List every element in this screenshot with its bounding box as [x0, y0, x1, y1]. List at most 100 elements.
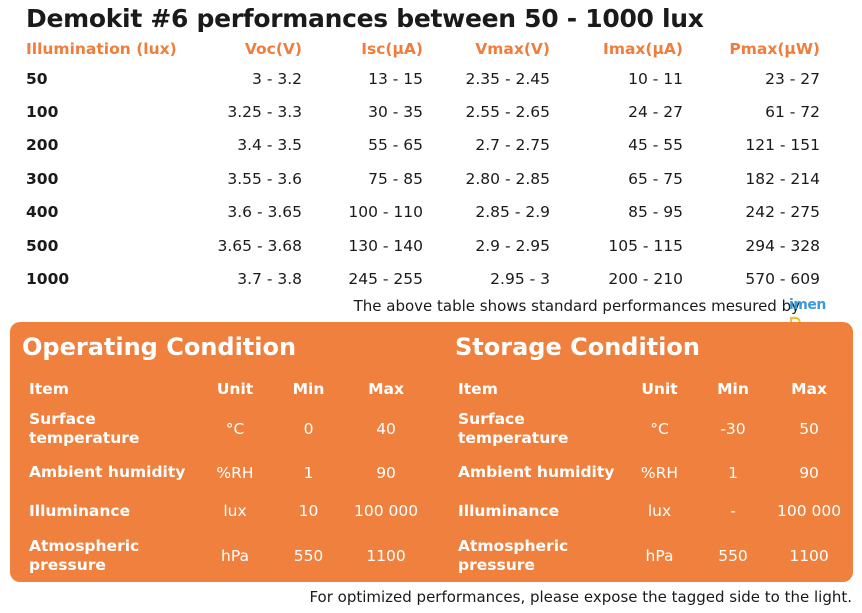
table-cell: 130 - 140: [348, 236, 423, 255]
table-header-row: Illumination (lux) Voc(V) Isc(μA) Vmax(V…: [26, 36, 820, 62]
table-row: Atmospheric pressure hPa 550 1100: [29, 531, 418, 581]
table-cell: 45 - 55: [628, 136, 683, 155]
table-cell: 182 - 214: [745, 169, 820, 188]
table-cell: 90: [376, 463, 396, 482]
table-cell: 23 - 27: [765, 69, 820, 88]
table-cell: 400: [26, 203, 59, 222]
table-cell: Ambient humidity: [29, 463, 186, 481]
footer-note: For optimized performances, please expos…: [309, 588, 852, 606]
table-cell: 30 - 35: [368, 103, 423, 122]
table-cell: Illuminance: [458, 501, 560, 520]
table-cell: 75 - 85: [368, 169, 423, 188]
table-row: 100 3.25 - 3.3 30 - 35 2.55 - 2.65 24 - …: [26, 95, 820, 128]
table-cell: 85 - 95: [628, 203, 683, 222]
table-header-row: Item Unit Min Max: [458, 374, 841, 404]
table-cell: 500: [26, 236, 59, 255]
table-cell: 121 - 151: [745, 136, 820, 155]
table-cell: 3.55 - 3.6: [227, 169, 302, 188]
table-cell: 550: [293, 547, 324, 565]
table-cell: 1: [303, 463, 314, 482]
column-header-pmax: Pmax(μW): [729, 40, 820, 58]
column-header-min: Min: [292, 380, 325, 398]
table-cell: Surface temperature: [29, 410, 140, 447]
table-row: 50 3 - 3.2 13 - 15 2.35 - 2.45 10 - 11 2…: [26, 62, 820, 95]
table-cell: Surface temperature: [458, 410, 569, 447]
table-row: 1000 3.7 - 3.8 245 - 255 2.95 - 3 200 - …: [26, 262, 820, 295]
conditions-panel: Operating Condition Item Unit Min Max Su…: [10, 322, 853, 582]
column-header-unit: Unit: [216, 380, 254, 398]
storage-condition-title: Storage Condition: [455, 333, 700, 361]
column-header-max: Max: [791, 380, 827, 398]
column-header-item: Item: [29, 380, 69, 398]
table-cell: 10 - 11: [628, 69, 683, 88]
column-header-vmax: Vmax(V): [475, 40, 550, 58]
table-cell: 2.55 - 2.65: [465, 103, 550, 122]
table-cell: 24 - 27: [628, 103, 683, 122]
page-title: Demokit #6 performances between 50 - 100…: [26, 4, 704, 33]
table-cell: 2.9 - 2.95: [475, 236, 550, 255]
table-row: 400 3.6 - 3.65 100 - 110 2.85 - 2.9 85 -…: [26, 196, 820, 229]
table-cell: Atmospheric pressure: [458, 537, 569, 574]
table-cell: 10: [298, 502, 319, 520]
imen-logo: imen: [789, 294, 839, 329]
table-row: Surface temperature °C -30 50: [458, 404, 841, 454]
table-cell: 90: [799, 463, 819, 482]
operating-condition-title: Operating Condition: [22, 333, 297, 361]
storage-condition-table: Item Unit Min Max Surface temperature °C…: [458, 374, 841, 581]
table-cell: hPa: [645, 547, 674, 565]
table-cell: °C: [650, 420, 669, 438]
table-cell: Ambient humidity: [458, 463, 615, 481]
table-cell: 2.85 - 2.9: [475, 203, 550, 222]
table-cell: 55 - 65: [368, 136, 423, 155]
table-cell: 294 - 328: [745, 236, 820, 255]
table-cell: 50: [26, 69, 48, 88]
table-row: Ambient humidity %RH 1 90: [458, 454, 841, 491]
table-row: 500 3.65 - 3.68 130 - 140 2.9 - 2.95 105…: [26, 229, 820, 262]
table-cell: hPa: [221, 547, 249, 565]
table-cell: 2.35 - 2.45: [465, 69, 550, 88]
performance-table: Illumination (lux) Voc(V) Isc(μA) Vmax(V…: [26, 36, 820, 296]
table-cell: 200: [26, 136, 59, 155]
table-cell: 100 000: [354, 502, 419, 520]
column-header-illumination: Illumination (lux): [26, 40, 177, 58]
table-cell: 3.25 - 3.3: [227, 103, 302, 122]
table-cell: 570 - 609: [745, 270, 820, 289]
column-header-voc: Voc(V): [244, 40, 302, 58]
table-cell: 100 - 110: [348, 203, 423, 222]
column-header-min: Min: [717, 380, 749, 398]
table-header-row: Item Unit Min Max: [29, 374, 418, 404]
column-header-max: Max: [368, 380, 404, 398]
table-cell: 1000: [26, 270, 70, 289]
table-row: Surface temperature °C 0 40: [29, 404, 418, 454]
table-cell: 105 - 115: [608, 236, 683, 255]
table-cell: lux: [223, 502, 247, 520]
table-cell: %RH: [216, 463, 254, 482]
operating-condition-table: Item Unit Min Max Surface temperature °C…: [29, 374, 418, 581]
table-cell: 1100: [366, 547, 406, 565]
table-cell: 0: [303, 420, 314, 438]
table-cell: 2.95 - 3: [490, 270, 550, 289]
column-header-isc: Isc(μA): [361, 40, 423, 58]
column-header-item: Item: [458, 380, 498, 398]
table-cell: 245 - 255: [348, 270, 423, 289]
table-row: Illuminance lux 10 100 000: [29, 491, 418, 531]
table-cell: 65 - 75: [628, 169, 683, 188]
table-cell: 13 - 15: [368, 69, 423, 88]
table-cell: 200 - 210: [608, 270, 683, 289]
table-cell: 1100: [789, 547, 829, 565]
table-cell: °C: [225, 420, 245, 438]
table-cell: 100 000: [777, 502, 842, 520]
table-cell: lux: [647, 502, 672, 520]
table-cell: 3.6 - 3.65: [227, 203, 302, 222]
table-row: Illuminance lux - 100 000: [458, 491, 841, 531]
table-cell: 3 - 3.2: [252, 69, 302, 88]
column-header-unit: Unit: [641, 380, 678, 398]
table-cell: 1: [728, 463, 738, 482]
table-cell: 40: [376, 420, 396, 438]
table-cell: 3.7 - 3.8: [237, 270, 302, 289]
table-cell: 2.80 - 2.85: [465, 169, 550, 188]
table-cell: 61 - 72: [765, 103, 820, 122]
table-row: 300 3.55 - 3.6 75 - 85 2.80 - 2.85 65 - …: [26, 162, 820, 195]
table-cell: 3.65 - 3.68: [217, 236, 302, 255]
table-cell: 550: [718, 547, 748, 565]
